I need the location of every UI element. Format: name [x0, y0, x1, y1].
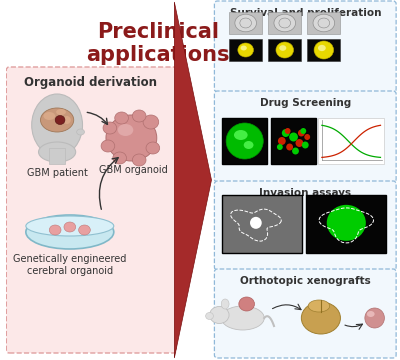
FancyBboxPatch shape	[229, 12, 262, 34]
Text: Drug Screening: Drug Screening	[260, 98, 351, 108]
Ellipse shape	[300, 128, 306, 134]
Ellipse shape	[292, 148, 299, 154]
FancyBboxPatch shape	[6, 67, 176, 353]
Ellipse shape	[32, 94, 82, 156]
Ellipse shape	[55, 116, 65, 125]
Ellipse shape	[79, 225, 90, 235]
Ellipse shape	[277, 144, 283, 150]
Ellipse shape	[101, 140, 115, 152]
FancyBboxPatch shape	[229, 39, 262, 61]
Ellipse shape	[210, 306, 229, 324]
Ellipse shape	[289, 132, 298, 141]
Ellipse shape	[26, 216, 114, 236]
FancyBboxPatch shape	[214, 181, 396, 270]
FancyBboxPatch shape	[214, 269, 396, 358]
Ellipse shape	[49, 225, 61, 235]
Ellipse shape	[26, 215, 114, 249]
Ellipse shape	[240, 46, 247, 50]
FancyBboxPatch shape	[268, 12, 301, 34]
Ellipse shape	[302, 141, 309, 149]
FancyBboxPatch shape	[271, 118, 316, 164]
Ellipse shape	[244, 141, 254, 149]
Ellipse shape	[298, 130, 305, 136]
Ellipse shape	[226, 123, 263, 159]
Text: Survival and proliferation: Survival and proliferation	[230, 8, 381, 18]
Text: Organoid derivation: Organoid derivation	[24, 76, 157, 89]
Text: Invasion assays: Invasion assays	[259, 188, 351, 198]
Ellipse shape	[132, 110, 146, 122]
Ellipse shape	[239, 297, 254, 311]
FancyBboxPatch shape	[307, 12, 340, 34]
Ellipse shape	[282, 129, 290, 137]
Ellipse shape	[118, 124, 133, 136]
Ellipse shape	[279, 45, 286, 51]
Ellipse shape	[115, 112, 128, 124]
Ellipse shape	[304, 134, 310, 140]
Ellipse shape	[64, 222, 76, 232]
Text: Genetically engineered
cerebral organoid: Genetically engineered cerebral organoid	[13, 254, 126, 276]
FancyBboxPatch shape	[318, 118, 384, 164]
Ellipse shape	[106, 115, 157, 161]
Ellipse shape	[38, 142, 76, 162]
Ellipse shape	[77, 129, 84, 135]
Ellipse shape	[285, 128, 291, 134]
Ellipse shape	[221, 306, 264, 330]
Ellipse shape	[327, 205, 366, 241]
Text: Orthotopic xenografts: Orthotopic xenografts	[240, 276, 371, 286]
Ellipse shape	[274, 14, 296, 32]
Ellipse shape	[250, 217, 262, 229]
Ellipse shape	[113, 152, 126, 164]
Ellipse shape	[63, 116, 71, 124]
FancyBboxPatch shape	[268, 39, 301, 61]
FancyBboxPatch shape	[49, 148, 65, 164]
Ellipse shape	[44, 112, 55, 120]
Ellipse shape	[56, 109, 66, 115]
Ellipse shape	[313, 14, 335, 32]
FancyBboxPatch shape	[214, 1, 396, 92]
Polygon shape	[174, 2, 212, 358]
Ellipse shape	[367, 311, 375, 317]
Ellipse shape	[308, 300, 330, 312]
FancyBboxPatch shape	[222, 195, 302, 253]
Ellipse shape	[235, 14, 256, 32]
Ellipse shape	[221, 299, 229, 309]
Ellipse shape	[206, 312, 214, 320]
FancyBboxPatch shape	[306, 195, 386, 253]
Ellipse shape	[234, 130, 248, 140]
FancyBboxPatch shape	[222, 118, 267, 164]
Ellipse shape	[132, 154, 146, 166]
FancyBboxPatch shape	[214, 91, 396, 182]
Text: Preclinical
applications: Preclinical applications	[86, 22, 230, 65]
Ellipse shape	[296, 139, 303, 147]
Ellipse shape	[40, 108, 74, 132]
Ellipse shape	[318, 45, 326, 51]
FancyBboxPatch shape	[307, 39, 340, 61]
Ellipse shape	[276, 42, 294, 58]
Ellipse shape	[314, 41, 334, 59]
Ellipse shape	[286, 144, 293, 150]
Ellipse shape	[146, 142, 160, 154]
Ellipse shape	[143, 115, 159, 129]
Ellipse shape	[238, 43, 254, 57]
Ellipse shape	[365, 308, 384, 328]
Ellipse shape	[278, 137, 286, 145]
Text: GBM organoid: GBM organoid	[99, 165, 168, 175]
Ellipse shape	[301, 302, 340, 334]
Ellipse shape	[103, 122, 117, 134]
Text: GBM patient: GBM patient	[27, 168, 88, 178]
